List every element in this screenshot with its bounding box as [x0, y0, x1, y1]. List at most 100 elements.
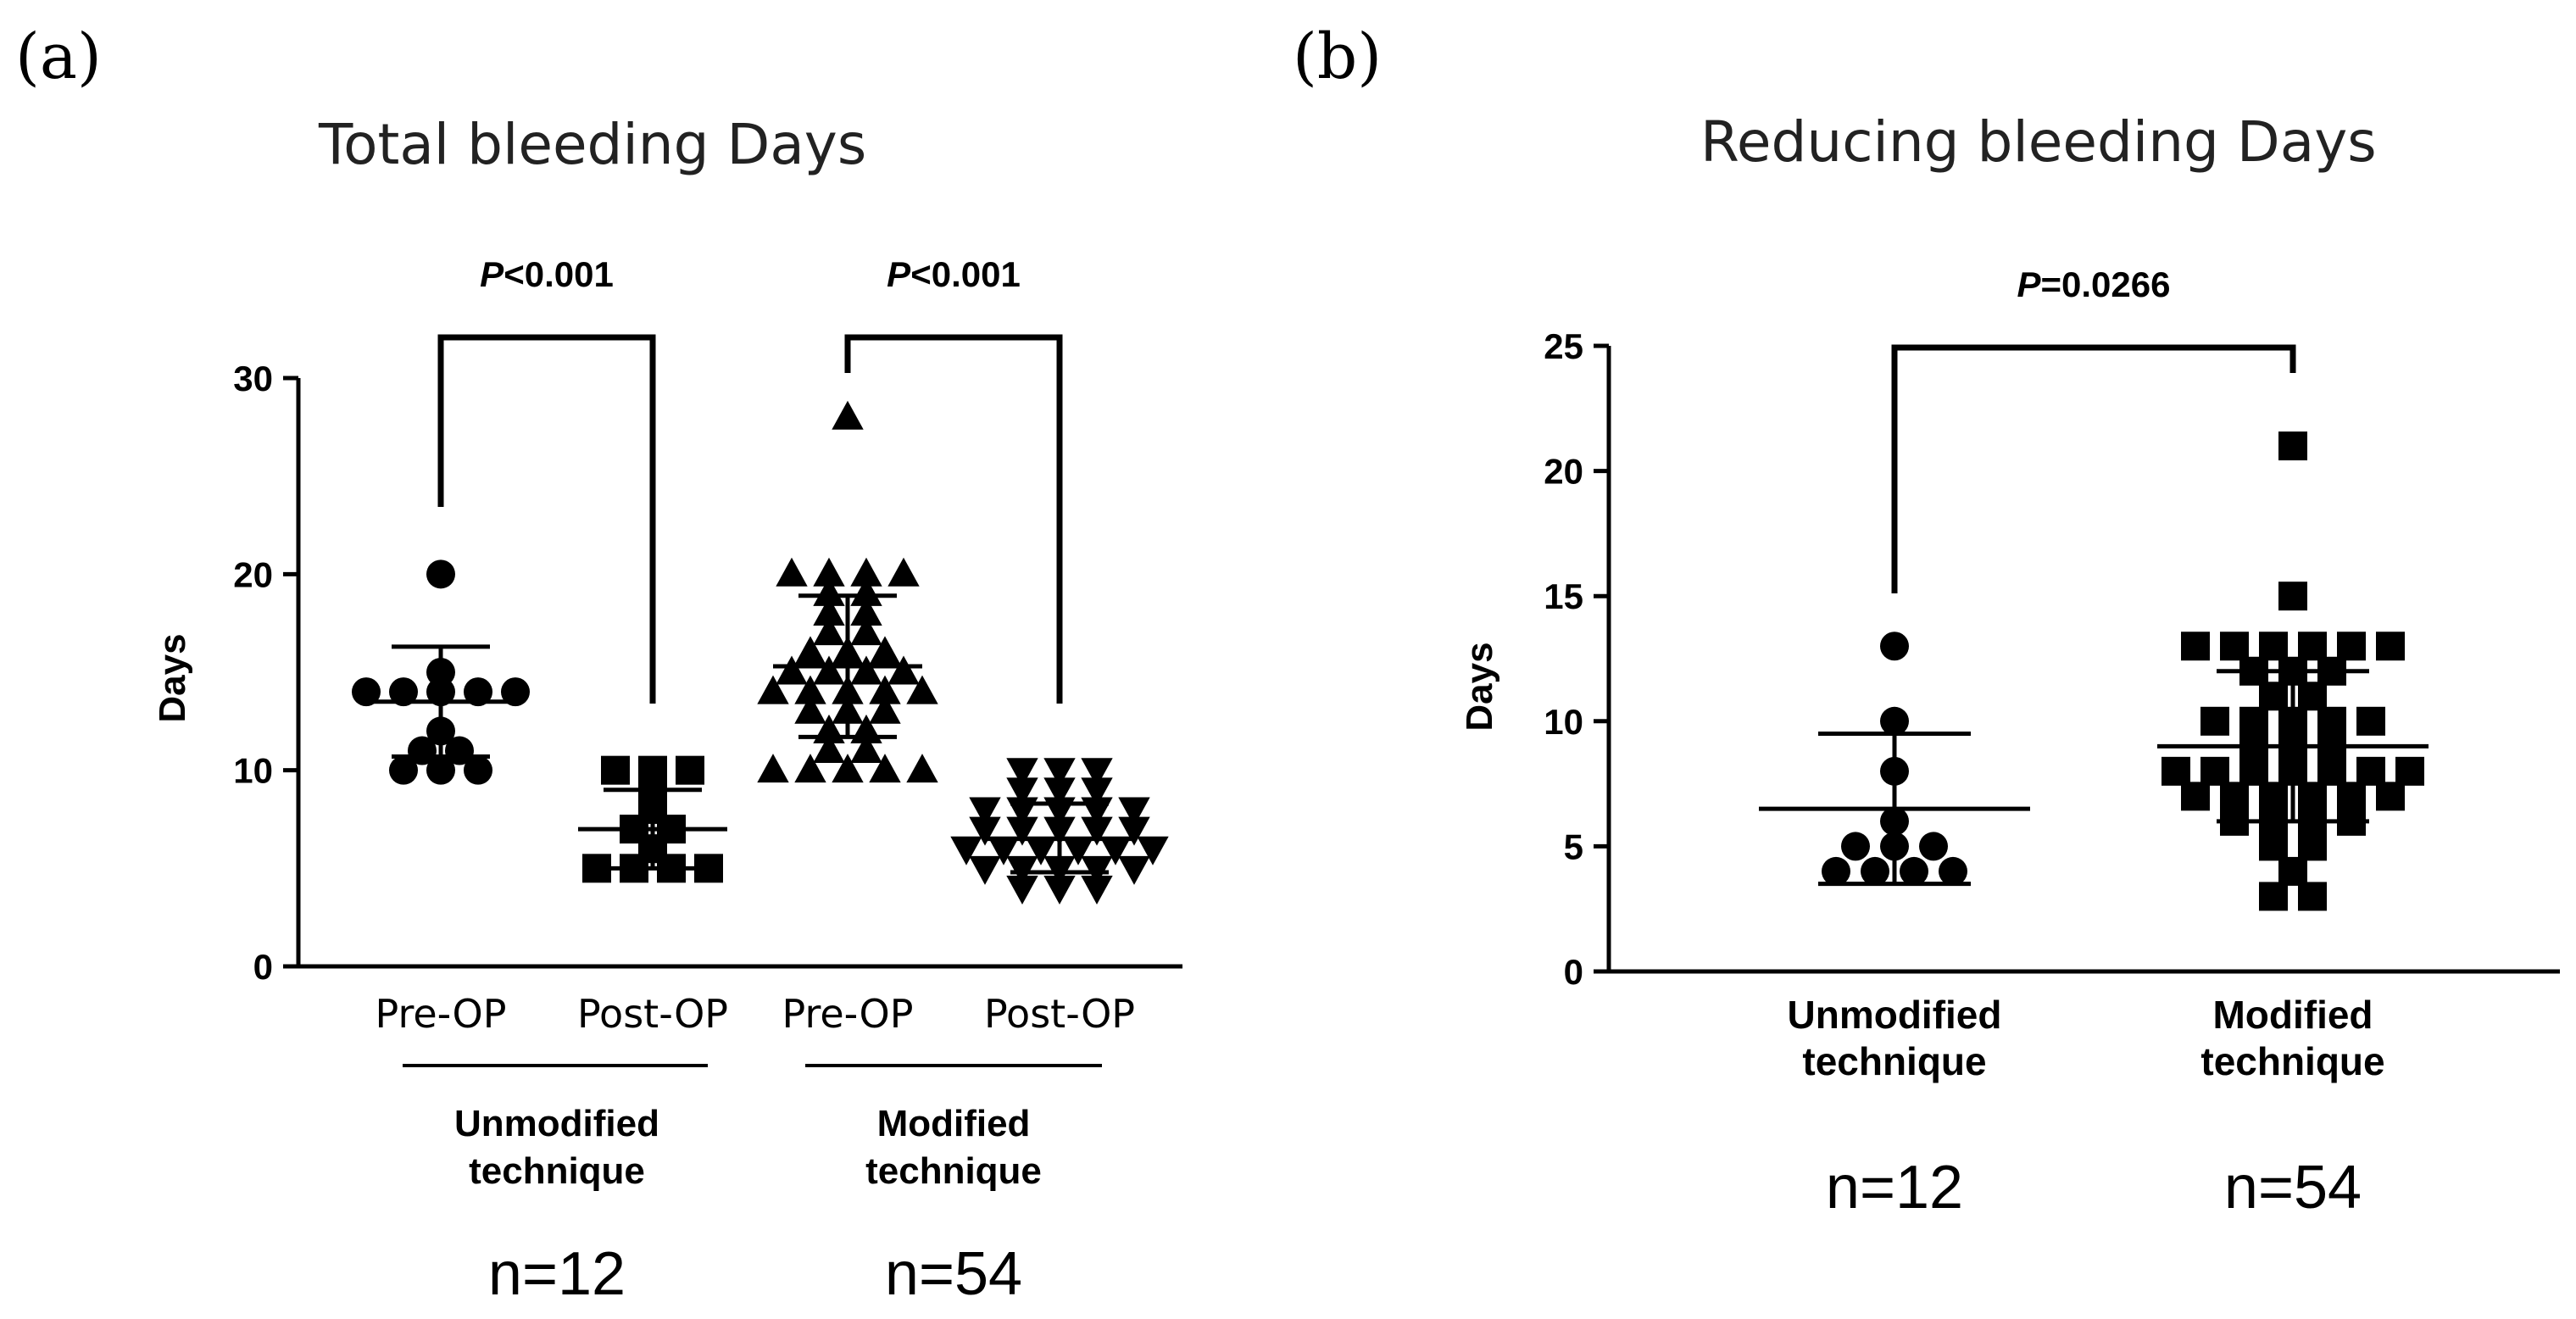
data-point: [1043, 876, 1076, 905]
data-point: [501, 677, 530, 707]
panel-b-ylabel: Days: [1459, 642, 1500, 731]
data-point: [794, 694, 826, 724]
significance-bracket: [1891, 344, 2296, 593]
y-tick-label: 30: [233, 359, 273, 398]
data-point: [2200, 756, 2229, 786]
category-label: technique: [2200, 1039, 2384, 1083]
p-value-label: P<0.001: [887, 254, 1021, 294]
sample-size-label: n=54: [885, 1240, 1022, 1308]
panel-b-label: (b): [1293, 20, 1382, 93]
category-label: Pre-OP: [782, 991, 914, 1037]
data-point: [638, 755, 667, 785]
data-point: [869, 675, 901, 704]
data-point: [813, 733, 845, 763]
data-point: [2298, 832, 2327, 861]
data-point: [464, 755, 492, 785]
category-label: technique: [1802, 1039, 1986, 1083]
data-point: [426, 755, 455, 785]
data-point: [601, 755, 630, 785]
data-point: [1043, 777, 1076, 807]
data-point: [2376, 782, 2405, 811]
panel-a-label: (a): [15, 20, 102, 93]
data-point: [850, 616, 882, 646]
panel-a-ylabel: Days: [152, 633, 193, 722]
p-value-label: P<0.001: [480, 254, 614, 294]
data-point: [950, 836, 982, 865]
data-point: [1062, 836, 1094, 865]
data-point: [757, 675, 789, 704]
data-point: [2239, 706, 2268, 736]
category-label: Unmodified: [1788, 993, 2002, 1037]
data-point: [2278, 856, 2307, 886]
panel-b-title: Reducing bleeding Days: [1700, 109, 2377, 175]
data-point: [988, 836, 1020, 865]
data-point: [1081, 758, 1113, 788]
y-tick-label: 10: [233, 751, 273, 791]
data-point: [1006, 777, 1038, 807]
data-point: [352, 677, 381, 707]
data-point: [2220, 632, 2249, 661]
p-value-label: P=0.0266: [2017, 264, 2170, 304]
group-label: Modified: [877, 1103, 1031, 1144]
data-point: [2317, 706, 2346, 736]
series-unmodified-technique: [1759, 632, 2030, 887]
data-point: [676, 755, 704, 785]
category-label: Post-OP: [984, 991, 1135, 1037]
series-unmodified-pre-op: [352, 559, 530, 785]
data-point: [2298, 782, 2327, 811]
data-point: [850, 576, 882, 606]
data-point: [832, 400, 864, 430]
data-point: [1006, 816, 1038, 846]
data-point: [887, 655, 920, 685]
data-point: [1880, 706, 1909, 736]
data-point: [1939, 856, 1967, 886]
data-point: [2259, 682, 2288, 711]
data-point: [1006, 758, 1038, 788]
data-point: [1043, 758, 1076, 788]
data-point: [850, 733, 882, 763]
data-point: [813, 616, 845, 646]
data-point: [1118, 855, 1150, 885]
data-point: [1861, 856, 1889, 886]
category-label: Post-OP: [577, 991, 728, 1037]
data-point: [1118, 816, 1150, 846]
y-tick-label: 25: [1544, 326, 1583, 366]
data-point: [906, 675, 938, 704]
data-point: [2220, 782, 2249, 811]
data-point: [1025, 836, 1057, 865]
data-point: [776, 557, 808, 587]
series-unmodified-post-op: [578, 755, 727, 883]
series-modified-pre-op: [757, 400, 938, 783]
data-point: [2356, 756, 2385, 786]
category-label: Modified: [2212, 993, 2373, 1037]
data-point: [426, 559, 455, 589]
y-tick-label: 10: [1544, 702, 1583, 742]
group-label: technique: [469, 1150, 645, 1192]
data-point: [2239, 756, 2268, 786]
data-point: [1919, 832, 1948, 861]
data-point: [2278, 431, 2307, 461]
data-point: [969, 855, 1001, 885]
group-label: technique: [865, 1150, 1042, 1192]
data-point: [813, 557, 845, 587]
data-point: [389, 755, 418, 785]
data-point: [389, 677, 418, 707]
data-point: [2298, 682, 2327, 711]
data-point: [1099, 836, 1132, 865]
panel-b: (b) Reducing bleeding Days Days 0 5 10 15 20…: [1293, 20, 2560, 1222]
y-tick-label: 15: [1544, 576, 1583, 616]
data-point: [2337, 632, 2366, 661]
data-point: [850, 597, 882, 626]
data-point: [2337, 782, 2366, 811]
data-point: [776, 655, 808, 685]
data-point: [1841, 832, 1870, 861]
data-point: [887, 557, 920, 587]
significance-bracket: [844, 334, 1063, 704]
data-point: [794, 754, 826, 783]
data-point: [2259, 832, 2288, 861]
category-label: Pre-OP: [376, 991, 507, 1037]
series-modified-post-op: [950, 758, 1169, 905]
data-point: [1006, 876, 1038, 905]
data-point: [1118, 797, 1150, 826]
data-point: [1822, 856, 1850, 886]
